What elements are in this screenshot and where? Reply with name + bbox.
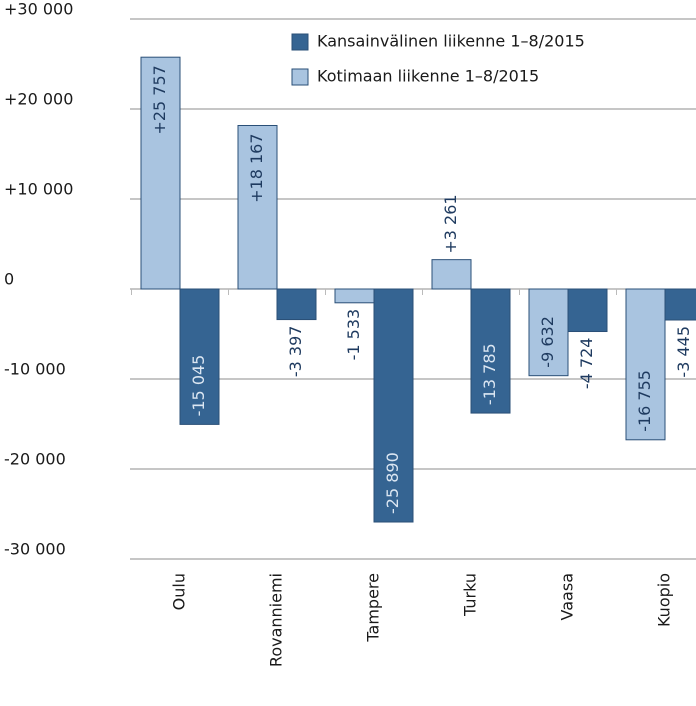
bar — [528, 288, 569, 377]
y-tick-label: +20 000 — [4, 90, 73, 109]
x-tick-label: Kuopio — [655, 573, 674, 627]
data-label: -3 397 — [286, 326, 305, 378]
legend-swatch — [291, 33, 309, 51]
y-tick-label: -10 000 — [4, 360, 66, 379]
x-tick-label: Turku — [461, 573, 480, 617]
x-tick-label: Rovanniemi — [267, 573, 286, 667]
y-tick-label: -20 000 — [4, 450, 66, 469]
legend-swatch — [291, 68, 309, 86]
bar — [179, 288, 220, 425]
y-tick-label: 0 — [4, 270, 14, 289]
bar — [237, 124, 278, 290]
data-label: +25 757 — [150, 65, 169, 134]
y-tick-label: -30 000 — [4, 540, 66, 559]
bar — [664, 288, 696, 321]
bar — [431, 259, 472, 290]
data-label: +3 261 — [441, 194, 460, 253]
bar — [625, 288, 666, 441]
data-label: -3 445 — [674, 326, 693, 378]
y-tick-label: +30 000 — [4, 0, 73, 19]
legend-label: Kansainvälinen liikenne 1–8/2015 — [317, 32, 585, 51]
data-label: -15 045 — [189, 355, 208, 417]
bar — [567, 288, 608, 333]
bar — [276, 288, 317, 321]
data-label: -16 755 — [635, 370, 654, 432]
legend-label: Kotimaan liikenne 1–8/2015 — [317, 67, 539, 86]
y-tick-label: +10 000 — [4, 180, 73, 199]
data-label: -1 533 — [344, 309, 363, 361]
x-tick-label: Vaasa — [558, 573, 577, 620]
x-tick-label: Tampere — [364, 573, 383, 643]
data-label: +18 167 — [247, 133, 266, 202]
bar — [373, 288, 414, 523]
data-label: -4 724 — [577, 338, 596, 390]
data-label: -9 632 — [538, 316, 557, 368]
bar — [334, 288, 375, 304]
x-tick-label: Oulu — [170, 573, 189, 610]
bar — [140, 56, 181, 290]
data-label: -13 785 — [480, 343, 499, 405]
bar — [470, 288, 511, 414]
data-label: -25 890 — [383, 452, 402, 514]
